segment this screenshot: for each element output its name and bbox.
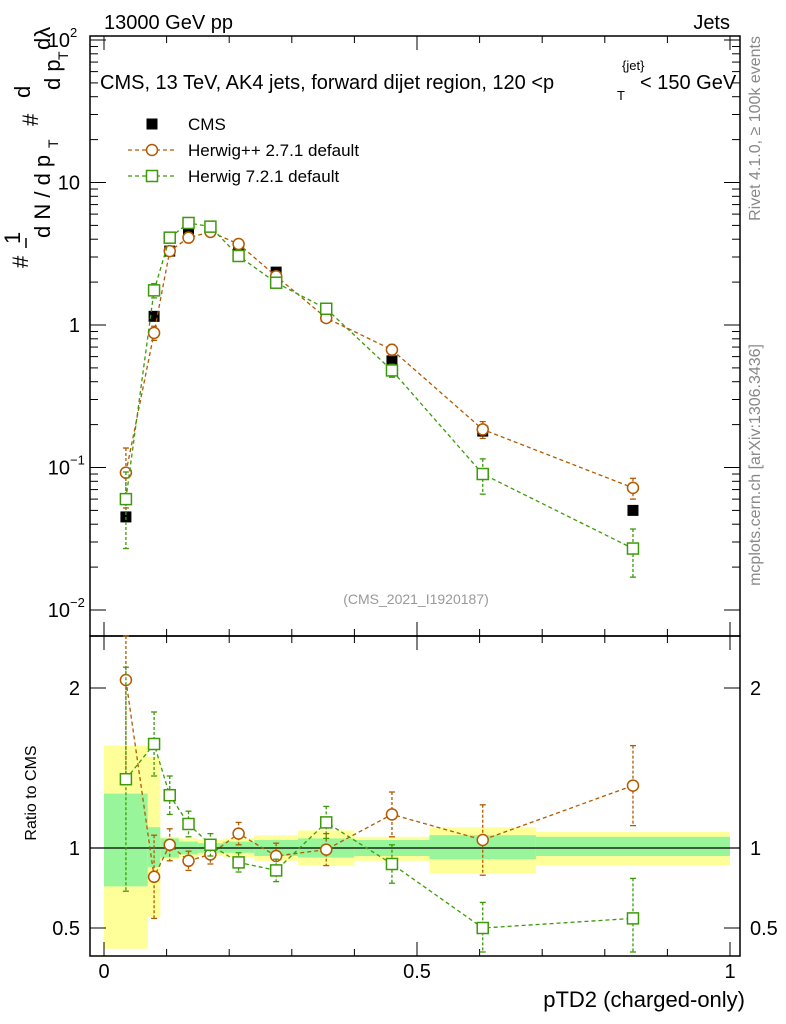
cms-point-10 — [627, 504, 639, 516]
legend: CMS Herwig++ 2.7.1 default Herwig 7.2.1 de… — [128, 115, 359, 186]
cms-point-8 — [386, 355, 398, 367]
ratio-ytick-label-2: 2 — [69, 678, 80, 700]
cms-point-3 — [183, 225, 195, 237]
main-ylabel-hash1: # — [8, 255, 33, 268]
herwig-7-2-1-default-point-2 — [163, 231, 176, 244]
main-ytick-label-0: 10 — [48, 600, 70, 622]
cms-point-0 — [120, 511, 132, 523]
title-sub: T — [617, 88, 625, 103]
legend-entry-0-label: CMS — [188, 115, 226, 134]
herwig-7-2-1-default-point-1 — [147, 284, 161, 297]
herwig-2-7-1-default-ratio-point-8 — [385, 808, 399, 821]
ratio-ytick-label-right-1: 1 — [750, 838, 761, 860]
ratio-ytick-label-right-2: 2 — [750, 678, 761, 700]
main-ylabel-denom: d N / d p — [30, 155, 55, 238]
herwig-2-7-1-default-point-10 — [626, 481, 640, 495]
title-tail: < 150 GeV — [640, 72, 737, 94]
main-ylabel-hash2: # — [18, 113, 43, 126]
herwig-7-2-1-default-ratio-point-7 — [319, 816, 333, 829]
main-ytick-label-2: 1 — [69, 315, 80, 337]
herwig-7-2-1-default-ratio-point-10 — [626, 912, 640, 925]
ratio-ytick-label-1: 1 — [69, 838, 80, 860]
main-ytick-label-1: 10 — [48, 458, 70, 480]
herwig-7-2-1-default-point-4 — [204, 220, 217, 233]
legend-entry-1-label: Herwig++ 2.7.1 default — [188, 141, 359, 160]
main-ylabel-num: d — [10, 86, 35, 98]
rivet-label: Rivet 4.1.0, ≥ 100k events — [747, 36, 764, 221]
header-left: 13000 GeV pp — [104, 12, 233, 34]
herwig-7-2-1-default-point-3 — [182, 216, 195, 230]
herwig-2-7-1-default-point-3 — [182, 231, 195, 244]
mcplots-label: mcplots.cern.ch [arXiv:1306.3436] — [747, 344, 764, 586]
title-main: CMS, 13 TeV, AK4 jets, forward dijet reg… — [100, 72, 554, 94]
herwig-2-7-1-default-line — [125, 231, 634, 489]
herwig-2-7-1-default-ratio-point-10 — [626, 779, 640, 792]
x-axis-label: pTD2 (charged-only) — [543, 987, 745, 1012]
herwig-7-2-1-default-ratio-point-6 — [269, 864, 283, 877]
chart-title: CMS, 13 TeV, AK4 jets, forward dijet reg… — [100, 58, 737, 103]
main-ylabel-denom-sub: T — [45, 139, 61, 148]
main-ylabel: # 1 d N / d p T # d d p T dλ — [0, 27, 71, 268]
ratio-plot-frame — [89, 635, 741, 957]
herwig-7-2-1-default-point-9 — [476, 467, 489, 481]
ratio-ytick-label-right-0: 0.5 — [750, 918, 778, 940]
cms-point-1 — [148, 310, 160, 322]
main-ytick-exp-4: 2 — [70, 25, 77, 40]
band-inner-10 — [535, 836, 730, 856]
analysis-id: (CMS_2021_I1920187) — [343, 591, 489, 607]
main-ytick-label-3: 10 — [58, 173, 80, 195]
herwig-7-2-1-default-line — [125, 222, 634, 550]
herwig-7-2-1-default-ratio-point-5 — [232, 856, 245, 869]
herwig-2-7-1-default-point-8 — [385, 343, 399, 357]
header-right: Jets — [693, 12, 730, 34]
herwig-2-7-1-default-point-2 — [163, 244, 176, 258]
herwig-7-2-1-default-point-6 — [269, 276, 283, 289]
herwig-7-2-1-default-point-0 — [119, 492, 133, 506]
herwig-2-7-1-default-point-9 — [476, 423, 489, 436]
ratio-ylabel: Ratio to CMS — [23, 745, 40, 840]
band-inner-5 — [222, 841, 255, 853]
main-ytick-label-4: 10 — [48, 30, 70, 52]
main-ytick-exp-0: −2 — [70, 595, 85, 610]
herwig-7-2-1-default-ratio-point-9 — [476, 921, 489, 935]
herwig-2-7-1-default-ratio-point-2 — [163, 838, 176, 852]
herwig-2-7-1-default-ratio-point-1 — [147, 870, 161, 884]
herwig-7-2-1-default-ratio-point-3 — [182, 817, 195, 831]
xtick-label-2: 1 — [724, 961, 735, 983]
main-ytick-exp-1: −1 — [70, 453, 85, 468]
herwig-2-7-1-default-ratio-point-5 — [232, 827, 245, 840]
data-series — [119, 216, 640, 953]
legend-entry-0-marker — [146, 118, 158, 130]
herwig-7-2-1-default-point-10 — [626, 542, 640, 555]
herwig-7-2-1-default-ratio-point-2 — [163, 788, 176, 802]
herwig-2-7-1-default-ratio-point-7 — [319, 843, 333, 856]
herwig-7-2-1-default-ratio-point-0 — [119, 772, 133, 786]
herwig-7-2-1-default-point-5 — [232, 249, 245, 263]
herwig-2-7-1-default-ratio-point-9 — [476, 833, 489, 847]
main-ylabel-fraction: 1 — [0, 232, 25, 244]
main-ylabel-dl: dλ — [30, 27, 55, 50]
herwig-7-2-1-default-point-8 — [385, 364, 399, 377]
herwig-7-2-1-default-point-7 — [319, 302, 333, 316]
legend-entry-2-label: Herwig 7.2.1 default — [188, 167, 339, 186]
legend-entry-2-marker — [145, 169, 159, 183]
xtick-label-0: 0 — [98, 961, 109, 983]
xtick-label-1: 0.5 — [403, 961, 431, 983]
main-ylabel-dp: d p — [40, 59, 65, 90]
ratio-ytick-label-0: 0.5 — [52, 918, 80, 940]
legend-entry-1-marker — [145, 143, 159, 157]
herwig-7-2-1-default-ratio-point-8 — [385, 857, 399, 871]
herwig-7-2-1-default-ratio-point-1 — [147, 737, 161, 751]
title-sup: {jet} — [622, 58, 645, 73]
herwig-2-7-1-default-ratio-point-3 — [182, 854, 195, 868]
herwig-7-2-1-default-ratio-point-4 — [204, 838, 217, 852]
herwig-2-7-1-default-point-5 — [232, 237, 245, 251]
main-ylabel-dp-sub: T — [55, 51, 71, 60]
herwig-2-7-1-default-point-1 — [147, 326, 161, 340]
